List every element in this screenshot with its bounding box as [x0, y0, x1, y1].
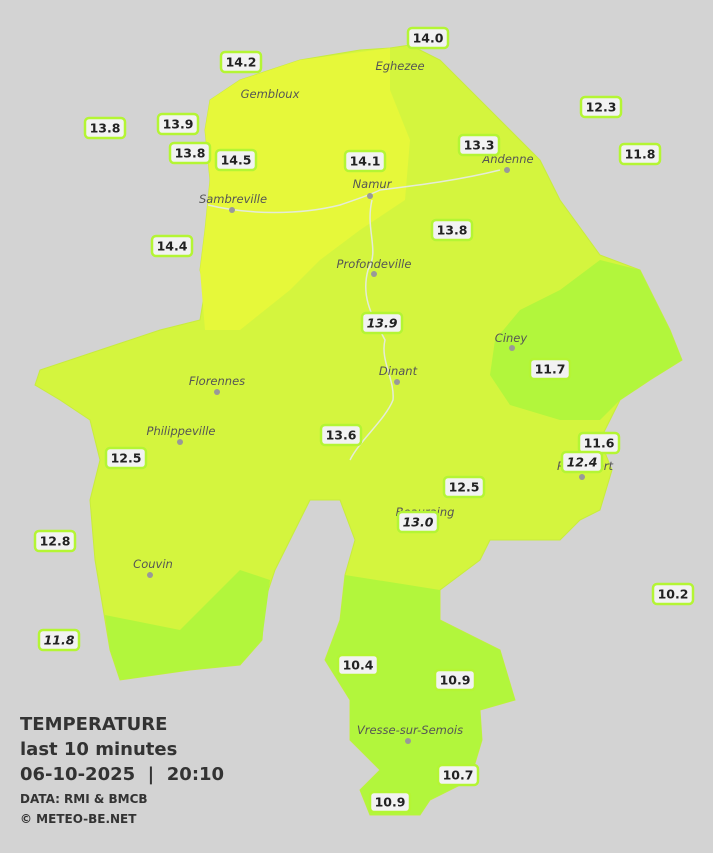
legend-source: DATA: RMI & BMCB	[20, 792, 148, 806]
station-box	[156, 112, 200, 136]
river	[207, 169, 501, 461]
station-box	[83, 116, 127, 140]
legend-period: last 10 minutes	[20, 739, 177, 760]
legend-title: TEMPERATURE	[20, 714, 167, 735]
station-box	[436, 763, 480, 787]
legend-copyright: © METEO-BE.NET	[20, 812, 137, 826]
station-box	[368, 790, 412, 814]
station-box	[618, 142, 662, 166]
station-temp: 13.9	[163, 117, 194, 132]
city-label: Couvin	[133, 557, 173, 571]
city-dot	[367, 193, 373, 199]
cool-zone-south	[325, 575, 515, 815]
city-label: Eghezee	[375, 59, 424, 73]
station-temp: 14.1	[350, 154, 381, 169]
station-temp: 14.5	[221, 153, 252, 168]
city-label: Profondeville	[337, 257, 412, 271]
city-dot	[371, 271, 377, 277]
stations: 14.0 14.2 13.9 13.8 13.8 14.5 14.1 13.3 12.3 11.8…	[33, 26, 695, 814]
city-label: Philippeville	[147, 424, 216, 438]
station-temp: 11.8	[625, 147, 656, 162]
warm-zone	[200, 48, 410, 330]
station-box	[430, 218, 474, 242]
station-temp: 13.8	[175, 146, 206, 161]
station-temp: 12.4	[567, 455, 598, 470]
station-box	[442, 475, 486, 499]
city-dot	[177, 439, 183, 445]
station-box	[360, 311, 404, 335]
station-box	[319, 423, 363, 447]
station-temp: 12.3	[586, 100, 617, 115]
station-temp: 11.7	[535, 362, 566, 377]
legend: TEMPERATURE last 10 minutes 06-10-2025 |…	[20, 714, 224, 826]
station-temp: 13.8	[437, 223, 468, 238]
station-temp: 10.9	[375, 795, 406, 810]
legend-datetime: 06-10-2025 | 20:10	[20, 764, 224, 785]
cool-zone-southwest	[105, 570, 270, 680]
station-temp: 14.2	[226, 55, 257, 70]
station-box	[457, 133, 501, 157]
station-box	[168, 141, 212, 165]
city-label: Ciney	[495, 331, 528, 345]
station-temp: 11.6	[584, 436, 615, 451]
station-box	[579, 95, 623, 119]
station-temp: 10.9	[440, 673, 471, 688]
city-label: Sambreville	[199, 192, 267, 206]
city-dot	[229, 207, 235, 213]
station-box	[528, 357, 572, 381]
station-temp: 14.0	[413, 31, 444, 46]
station-temp: 12.5	[111, 451, 142, 466]
station-temp: 12.8	[40, 534, 71, 549]
station-box	[219, 50, 263, 74]
city-dot	[147, 572, 153, 578]
station-temp: 10.4	[343, 658, 374, 673]
city-label: Florennes	[189, 374, 245, 388]
station-temp: 14.4	[157, 239, 188, 254]
station-temp: 13.0	[403, 515, 434, 530]
city-dot	[579, 474, 585, 480]
city-label: Namur	[353, 177, 393, 191]
station-box	[104, 446, 148, 470]
station-temp: 10.7	[443, 768, 474, 783]
station-temp: 13.3	[464, 138, 495, 153]
city-label: Vresse-sur-Semois	[357, 723, 463, 737]
station-box	[150, 234, 194, 258]
city-label: Gembloux	[241, 87, 300, 101]
city-dot	[509, 345, 515, 351]
city-dot	[394, 379, 400, 385]
station-box	[214, 148, 258, 172]
station-box	[651, 582, 695, 606]
station-box	[37, 628, 81, 652]
city-label: Dinant	[379, 364, 418, 378]
station-box	[433, 668, 477, 692]
station-temp: 13.8	[90, 121, 121, 136]
station-temp: 13.9	[367, 316, 398, 331]
city-dot	[405, 738, 411, 744]
station-temp: 12.5	[449, 480, 480, 495]
station-box	[343, 149, 387, 173]
station-temp: 13.6	[326, 428, 357, 443]
station-box	[406, 26, 450, 50]
station-temp: 11.8	[44, 633, 75, 648]
city-dot	[214, 389, 220, 395]
station-box	[336, 653, 380, 677]
city-dot	[504, 167, 510, 173]
station-box	[33, 529, 77, 553]
station-box	[396, 510, 440, 534]
station-temp: 10.2	[658, 587, 689, 602]
station-box	[560, 450, 604, 474]
